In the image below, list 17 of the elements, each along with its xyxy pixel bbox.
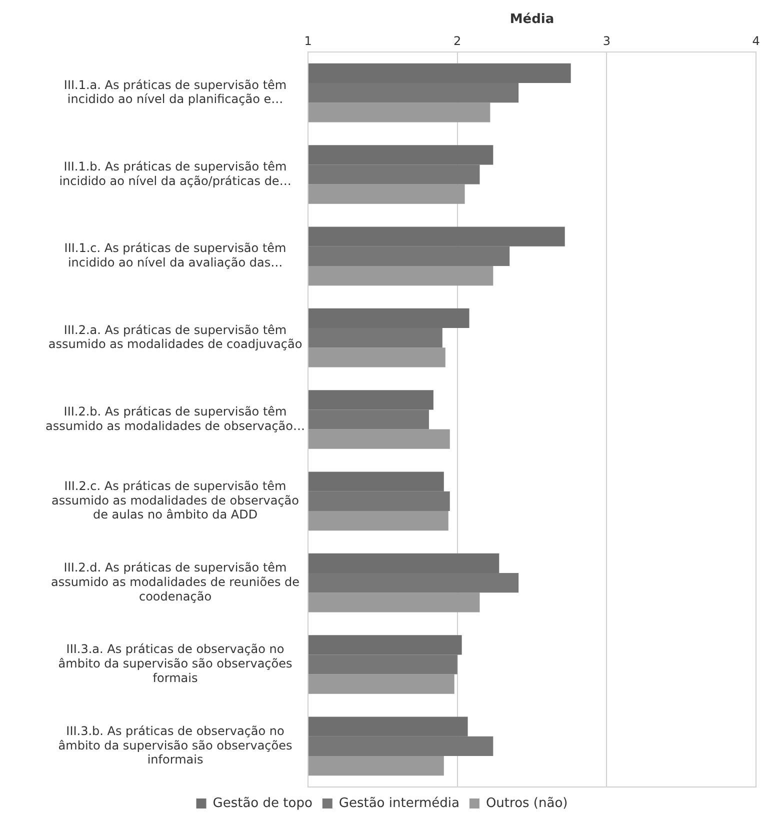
- y-tick-label: III.2.b. As práticas de supervisão têm assumido as modalidades de observação…: [46, 404, 306, 433]
- x-tick-label: 3: [602, 34, 610, 48]
- legend-label: Outros (não): [486, 796, 568, 811]
- y-tick-label: III.2.a. As práticas de supervisão têm assumido as modalidades de coadjuvação: [48, 322, 302, 352]
- x-tick-label: 4: [752, 34, 760, 48]
- x-tick-label: 1: [304, 34, 312, 48]
- y-tick-label: III.1.a. As práticas de supervisão têm incidido ao nível da planificação e…: [64, 78, 287, 106]
- legend-label: Gestão intermédia: [338, 796, 460, 811]
- y-tick-label: III.2.d. As práticas de supervisão têm assumido as modalidades de reuniões de coodenação: [50, 560, 300, 604]
- y-tick-label: III.2.c. As práticas de supervisão têm assumido as modalidades de observação de aulas no âmbito da ADD: [52, 478, 300, 522]
- y-tick-label: III.1.b. As práticas de supervisão têm incidido ao nível da ação/práticas de…: [59, 159, 292, 188]
- y-tick-label: III.3.a. As práticas de observação no âmbito da supervisão são observações formais: [58, 642, 292, 686]
- legend-label: Gestão de topo: [212, 796, 312, 811]
- x-tick-label: 2: [454, 34, 462, 48]
- y-tick-label: III.1.c. As práticas de supervisão têm incidido ao nível da avaliação das…: [64, 241, 286, 270]
- x-axis-title: Média: [510, 12, 554, 28]
- y-tick-label: III.3.b. As práticas de observação no âmbito da supervisão são observações informais: [58, 724, 292, 767]
